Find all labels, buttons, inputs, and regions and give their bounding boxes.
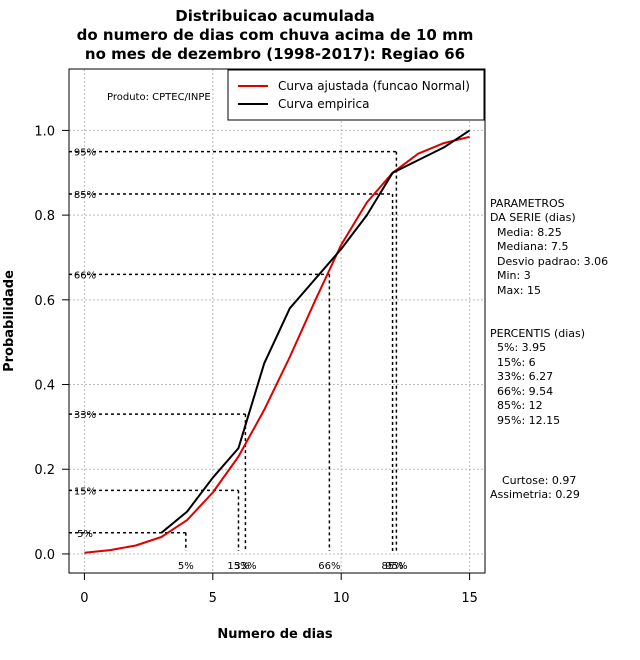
axes: 0 5 10 15 0.0 0.2 0.4 0.6 0.8 1.0 [34, 124, 478, 606]
percentile-85: 85%: 12 [497, 399, 543, 412]
series-lines [84, 129, 471, 554]
parameter-min: Min: 3 [497, 269, 531, 282]
percentile-label-left-2: 33% [74, 410, 96, 421]
percentile-label-left-5: 95% [74, 148, 96, 159]
percentile-label-bottom-5: 95% [385, 561, 407, 572]
chart-title-line-1: Distribuicao acumulada [175, 7, 374, 25]
percentile-label-left-3: 66% [74, 270, 96, 281]
percentile-95: 95%: 12.15 [497, 414, 560, 427]
percentile-label-left-0: 5% [77, 529, 93, 540]
percentile-label-bottom-1: 15% [227, 561, 249, 572]
plot-frame [68, 68, 486, 574]
producer-label: Produto: CPTEC/INPE [107, 92, 211, 103]
fitted-normal-curve [84, 135, 470, 554]
x-tick-label-1: 5 [209, 591, 217, 606]
percentile-33: 33%: 6.27 [497, 370, 553, 383]
parameters-heading-1: PARAMETROS [490, 197, 565, 210]
legend-label-empirical: Curva empirica [278, 97, 369, 111]
percentile-15: 15%: 6 [497, 356, 536, 369]
shape-panel: Curtose: 0.97 Assimetria: 0.29 [490, 474, 580, 501]
y-axis-title: Probabilidade [2, 270, 17, 372]
x-tick-label-0: 0 [80, 591, 88, 606]
x-tick-label-3: 15 [461, 591, 478, 606]
percentile-label-bottom-2: 33% [234, 561, 256, 572]
parameters-panel: PARAMETROS DA SERIE (dias) Media: 8.25 M… [490, 197, 608, 297]
parameter-mean: Media: 8.25 [497, 226, 562, 239]
x-tick-label-2: 10 [333, 591, 350, 606]
empirical-curve [160, 129, 471, 534]
percentile-label-bottom-4: 85% [381, 561, 403, 572]
parameters-heading-2: DA SERIE (dias) [490, 211, 576, 224]
percentile-guides: 5%5%15%15%33%33%66%66%85%85%95%95% [69, 148, 408, 572]
y-tick-label-1: 0.2 [34, 463, 55, 478]
legend-label-fitted: Curva ajustada (funcao Normal) [278, 79, 470, 93]
y-tick-label-2: 0.4 [34, 379, 55, 394]
percentile-5: 5%: 3.95 [497, 341, 546, 354]
chart-title-line-3: no mes de dezembro (1998-2017): Regiao 6… [85, 45, 465, 63]
percentiles-panel: PERCENTIS (dias) 5%: 3.95 15%: 6 33%: 6.… [490, 327, 585, 427]
parameter-max: Max: 15 [497, 284, 541, 297]
y-tick-label-4: 0.8 [34, 209, 55, 224]
chart-title: Distribuicao acumulada do numero de dias… [77, 7, 474, 63]
percentile-66: 66%: 9.54 [497, 385, 553, 398]
parameter-std-dev: Desvio padrao: 3.06 [497, 255, 608, 268]
percentiles-heading: PERCENTIS (dias) [490, 327, 585, 340]
chart-title-line-2: do numero de dias com chuva acima de 10 … [77, 26, 474, 44]
parameter-median: Mediana: 7.5 [497, 240, 568, 253]
legend-box [227, 69, 485, 121]
percentile-label-bottom-3: 66% [318, 561, 340, 572]
x-axis-title: Numero de dias [217, 627, 333, 642]
y-tick-label-0: 0.0 [34, 548, 55, 563]
y-tick-label-3: 0.6 [34, 294, 55, 309]
grid [69, 69, 485, 573]
percentile-label-bottom-0: 5% [178, 561, 194, 572]
percentile-label-left-1: 15% [74, 486, 96, 497]
skewness-value: Assimetria: 0.29 [490, 488, 580, 501]
kurtosis-value: Curtose: 0.97 [502, 474, 576, 487]
legend: Curva ajustada (funcao Normal) Curva emp… [227, 69, 485, 121]
percentile-label-left-4: 85% [74, 190, 96, 201]
y-tick-label-5: 1.0 [34, 124, 55, 139]
